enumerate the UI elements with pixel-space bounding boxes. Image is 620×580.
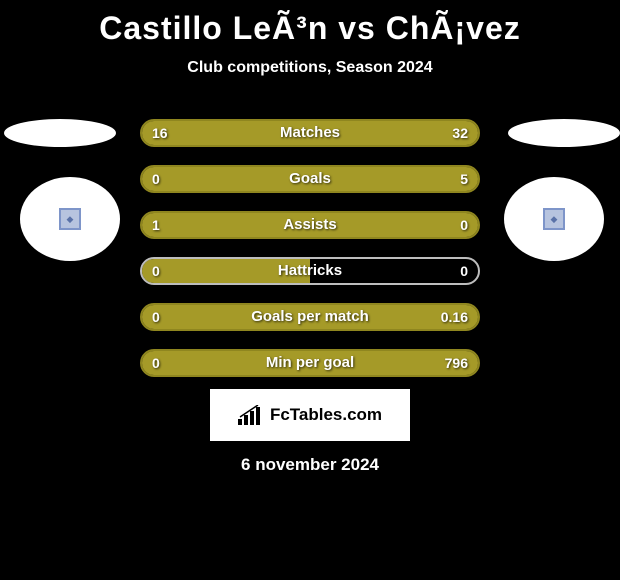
- stat-bar-row: 0796Min per goal: [140, 349, 480, 377]
- stat-bar-row: 00.16Goals per match: [140, 303, 480, 331]
- stat-bar-label: Hattricks: [142, 259, 478, 283]
- left-badge-circle: ◆: [20, 177, 120, 261]
- stat-bar-row: 10Assists: [140, 211, 480, 239]
- stat-bar-row: 00Hattricks: [140, 257, 480, 285]
- stat-bars: 1632Matches 05Goals 10Assists 00Hattricks 00…: [140, 119, 480, 377]
- stat-bar-label: Assists: [142, 213, 478, 237]
- right-badge-circle: ◆: [504, 177, 604, 261]
- comparison-panel: ◆ ◆ 1632Matches 05Goals 10Assists 00Hattric…: [0, 119, 620, 475]
- placeholder-icon: ◆: [59, 208, 81, 230]
- footer-logo[interactable]: FcTables.com: [210, 389, 410, 441]
- stat-bar-row: 05Goals: [140, 165, 480, 193]
- page-title: Castillo LeÃ³n vs ChÃ¡vez: [0, 0, 620, 47]
- placeholder-icon: ◆: [543, 208, 565, 230]
- fctables-chart-icon: [238, 405, 264, 425]
- page-subtitle: Club competitions, Season 2024: [0, 59, 620, 77]
- stat-bar-row: 1632Matches: [140, 119, 480, 147]
- footer-logo-text: FcTables.com: [270, 405, 382, 425]
- right-player-graphics: ◆: [504, 119, 620, 261]
- right-ellipse-icon: [508, 119, 620, 147]
- stat-bar-label: Min per goal: [142, 351, 478, 375]
- stat-bar-label: Goals: [142, 167, 478, 191]
- date-label: 6 november 2024: [0, 455, 620, 475]
- stat-bar-label: Matches: [142, 121, 478, 145]
- stat-bar-label: Goals per match: [142, 305, 478, 329]
- left-player-graphics: ◆: [0, 119, 120, 261]
- left-ellipse-icon: [4, 119, 116, 147]
